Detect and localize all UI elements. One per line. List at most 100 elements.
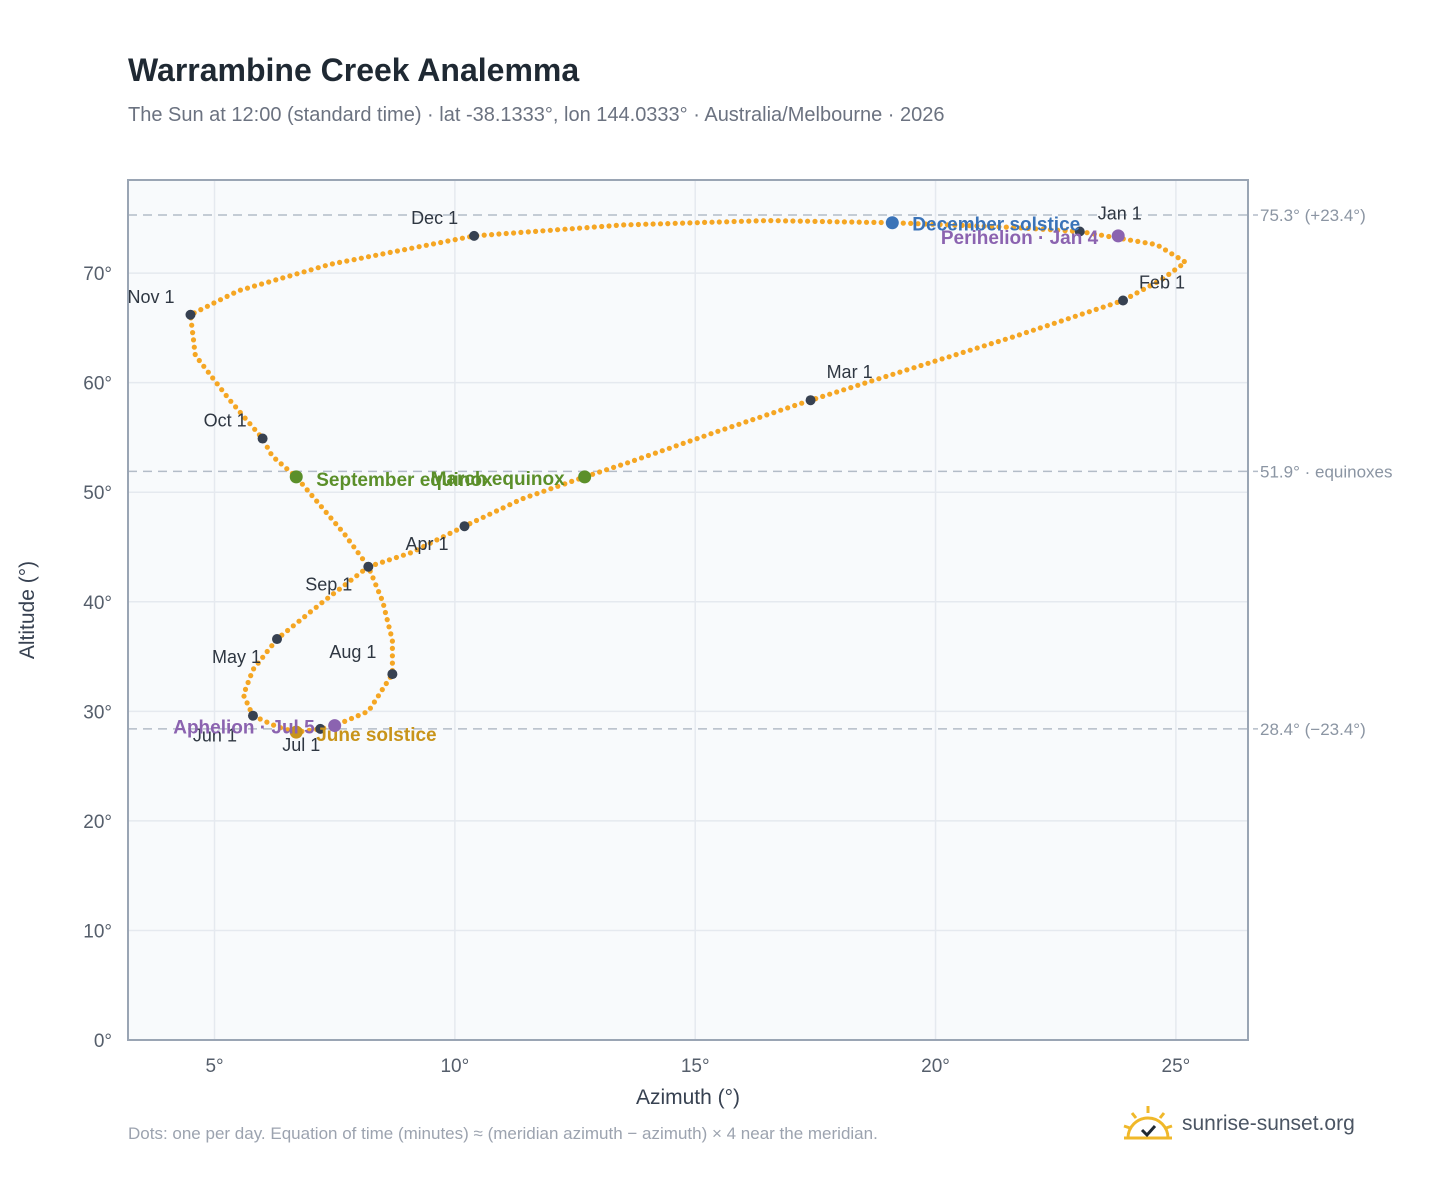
- daily-dot: [388, 631, 394, 637]
- daily-dot: [724, 219, 730, 225]
- daily-dot: [1107, 302, 1113, 308]
- daily-dot: [434, 537, 440, 543]
- daily-dot: [1023, 329, 1029, 336]
- daily-dot: [562, 226, 568, 232]
- daily-dot: [370, 575, 376, 581]
- daily-dot: [277, 725, 284, 731]
- daily-dot: [503, 230, 509, 237]
- daily-dot: [584, 225, 590, 231]
- month-label: Jun 1: [193, 726, 237, 746]
- daily-dot: [952, 222, 958, 228]
- daily-dot: [1162, 247, 1169, 253]
- x-tick-label: 5°: [205, 1056, 223, 1077]
- daily-dot: [296, 618, 302, 624]
- daily-dot: [904, 367, 910, 373]
- daily-dot: [299, 481, 305, 487]
- daily-dot: [257, 716, 263, 722]
- daily-dot: [273, 277, 279, 283]
- daily-dot: [489, 232, 495, 238]
- daily-dot: [344, 258, 350, 264]
- event-label: March equinox: [431, 469, 566, 490]
- daily-dot: [304, 487, 310, 493]
- daily-dot: [1044, 323, 1050, 329]
- daily-dot: [355, 713, 361, 719]
- month-marker: [247, 710, 258, 721]
- footnote: Dots: one per day. Equation of time (min…: [128, 1124, 878, 1143]
- daily-dot: [454, 527, 460, 533]
- daily-dot: [271, 722, 277, 728]
- y-tick-label: 0°: [94, 1031, 112, 1052]
- daily-dot: [204, 303, 210, 309]
- month-marker: [185, 309, 196, 320]
- daily-dot: [659, 448, 665, 454]
- daily-dot: [925, 360, 931, 366]
- daily-dot: [242, 415, 248, 421]
- plot-background: [128, 180, 1248, 1040]
- daily-dot: [264, 719, 270, 725]
- daily-dot: [192, 351, 198, 358]
- daily-dot: [1172, 267, 1178, 273]
- daily-dot: [922, 221, 929, 227]
- daily-dot: [1106, 233, 1112, 240]
- daily-dot: [251, 283, 258, 289]
- daily-dot: [953, 352, 959, 358]
- daily-dot: [797, 218, 803, 224]
- daily-dot: [337, 526, 343, 532]
- daily-dot: [190, 330, 196, 336]
- daily-dot: [336, 586, 342, 592]
- daily-dot: [242, 686, 249, 693]
- daily-dot: [900, 220, 906, 226]
- y-tick-label: 30°: [83, 702, 112, 723]
- daily-dot: [760, 218, 767, 224]
- month-marker: [315, 723, 326, 734]
- month-label: Mar 1: [827, 362, 873, 382]
- daily-dot: [533, 228, 539, 234]
- daily-dot: [890, 371, 896, 377]
- daily-dot: [389, 645, 395, 652]
- daily-dot: [421, 543, 427, 550]
- daily-dot: [376, 589, 382, 595]
- daily-dot: [680, 440, 686, 446]
- daily-dot: [313, 604, 319, 610]
- daily-dot: [301, 269, 307, 275]
- daily-dot: [591, 224, 597, 230]
- daily-dot: [1016, 332, 1023, 338]
- daily-dot: [259, 281, 265, 287]
- daily-dot: [673, 443, 679, 449]
- daily-dot: [362, 710, 368, 716]
- daily-dot: [440, 534, 446, 540]
- daily-dot: [190, 337, 197, 343]
- daily-dot: [1018, 225, 1024, 231]
- daily-dot: [915, 221, 921, 227]
- daily-dot: [841, 219, 848, 225]
- brand[interactable]: sunrise-sunset.org: [1122, 1104, 1355, 1144]
- x-tick-label: 10°: [440, 1056, 469, 1077]
- daily-dot: [378, 595, 384, 602]
- daily-dot: [409, 245, 415, 251]
- daily-dot: [988, 341, 994, 347]
- daily-dot: [635, 221, 642, 228]
- daily-dot: [342, 718, 348, 725]
- daily-dot: [191, 344, 197, 350]
- daily-dot: [1009, 334, 1016, 340]
- daily-dot: [430, 241, 437, 247]
- daily-dot: [849, 219, 855, 225]
- daily-dot: [337, 259, 343, 265]
- daily-dot: [189, 322, 195, 328]
- daily-dot: [520, 495, 526, 502]
- daily-dot: [799, 400, 805, 406]
- daily-dot: [750, 417, 756, 423]
- daily-dot: [967, 347, 973, 353]
- daily-dot: [996, 224, 1002, 230]
- daily-dot: [555, 483, 561, 489]
- daily-dot: [518, 229, 524, 235]
- daily-dot: [1135, 238, 1141, 244]
- daily-dot: [687, 438, 693, 444]
- daily-dot: [452, 237, 458, 243]
- daily-dot: [1084, 230, 1090, 236]
- daily-dot: [381, 602, 387, 608]
- daily-dot: [402, 247, 408, 253]
- daily-dot: [389, 653, 395, 659]
- daily-dot: [237, 287, 243, 293]
- daily-dot: [989, 223, 995, 230]
